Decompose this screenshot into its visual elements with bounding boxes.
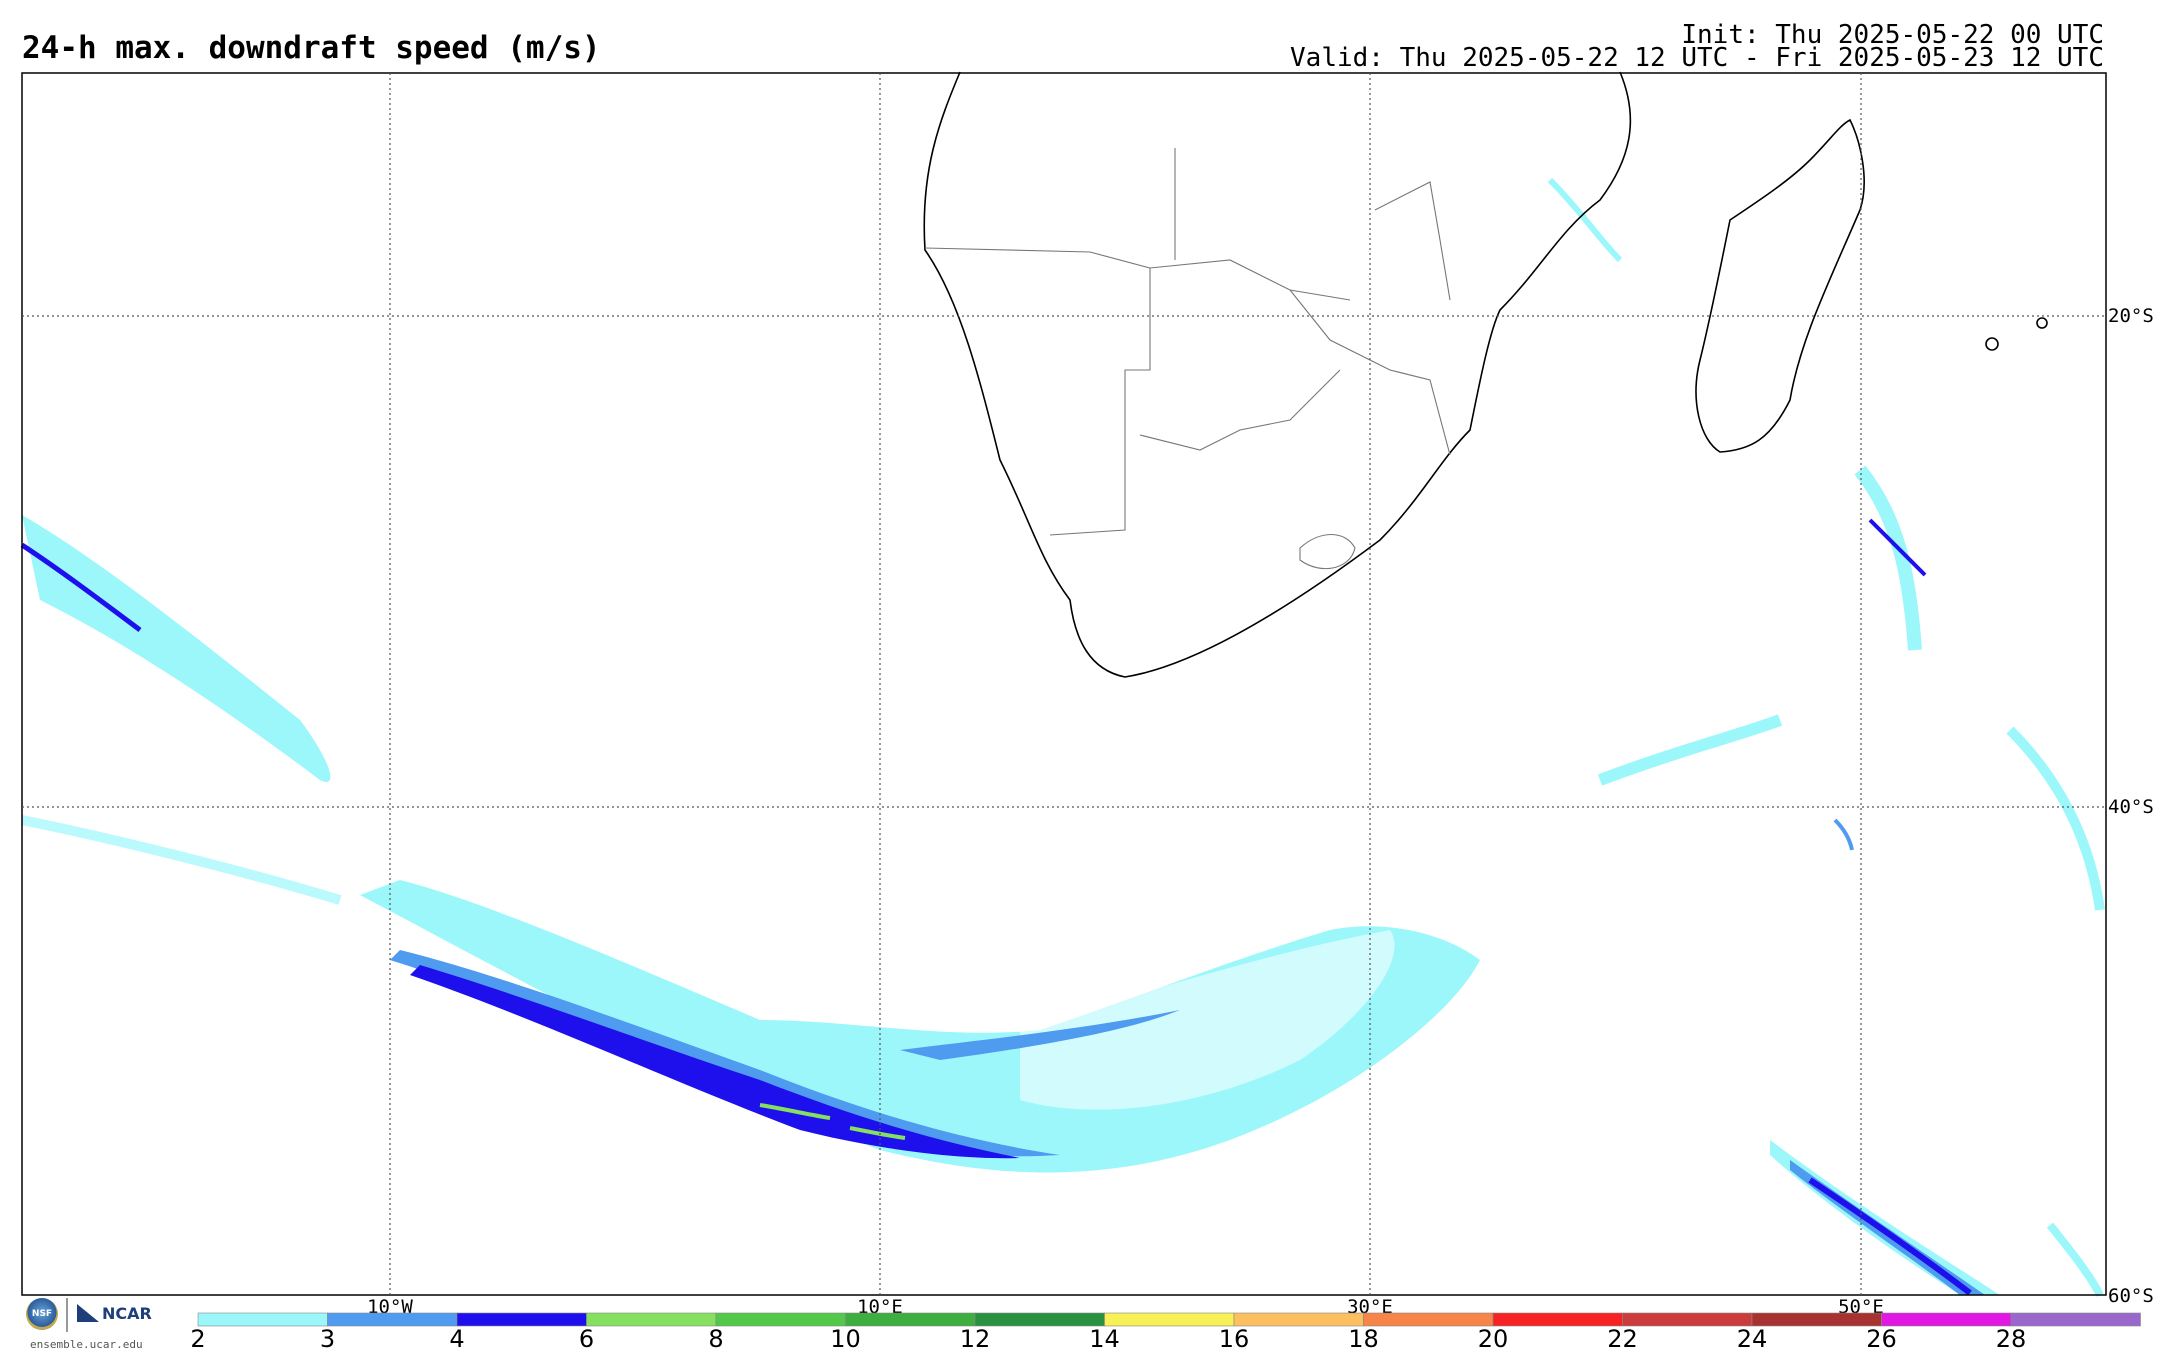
colorbar-label: 2 xyxy=(190,1325,205,1353)
colorbar-swatch xyxy=(197,1312,328,1327)
valid-time: Valid: Thu 2025-05-22 12 UTC - Fri 2025-… xyxy=(1290,43,2104,73)
site-url: ensemble.ucar.edu xyxy=(30,1338,143,1351)
lon-label-10w: 10°W xyxy=(367,1296,413,1318)
country-borders xyxy=(924,148,1451,569)
gridlines xyxy=(22,73,2106,1295)
colorbar-label: 4 xyxy=(449,1325,464,1353)
lon-label-50e: 50°E xyxy=(1838,1296,1884,1318)
colorbar-swatch xyxy=(1751,1312,1882,1327)
colorbar-swatch xyxy=(715,1312,846,1327)
colorbar-swatch xyxy=(586,1312,717,1327)
colorbar-swatch xyxy=(456,1312,587,1327)
colorbar-swatch xyxy=(327,1312,458,1327)
coastlines xyxy=(923,71,2048,678)
colorbar-label: 6 xyxy=(579,1325,594,1353)
colorbar-swatch xyxy=(1363,1312,1494,1327)
colorbar: 2 3 4 6 8 10 12 14 16 18 20 22 24 26 28 xyxy=(190,1312,2141,1353)
colorbar-swatch xyxy=(1881,1312,2012,1327)
colorbar-label: 16 xyxy=(1219,1325,1250,1353)
logo-block: NSF NCAR ensemble.ucar.edu xyxy=(22,1298,172,1354)
lat-label-20s: 20°S xyxy=(2108,305,2154,327)
colorbar-swatch xyxy=(845,1312,976,1327)
colorbar-label: 24 xyxy=(1737,1325,1768,1353)
colorbar-label: 18 xyxy=(1348,1325,1379,1353)
colorbar-label: 20 xyxy=(1478,1325,1509,1353)
map-title: 24-h max. downdraft speed (m/s) xyxy=(22,30,601,66)
nsf-logo: NSF xyxy=(26,1298,58,1330)
colorbar-swatch xyxy=(2010,1312,2141,1327)
colorbar-label: 26 xyxy=(1866,1325,1897,1353)
colorbar-label: 28 xyxy=(1996,1325,2027,1353)
downdraft-field xyxy=(20,177,2105,1297)
colorbar-label: 14 xyxy=(1089,1325,1120,1353)
lat-label-60s: 60°S xyxy=(2108,1285,2154,1307)
map-frame xyxy=(21,72,2107,1296)
colorbar-label: 8 xyxy=(708,1325,723,1353)
colorbar-swatch xyxy=(1492,1312,1623,1327)
colorbar-label: 3 xyxy=(320,1325,335,1353)
colorbar-swatch xyxy=(1233,1312,1364,1327)
colorbar-swatch xyxy=(1622,1312,1753,1327)
colorbar-label: 10 xyxy=(830,1325,861,1353)
ncar-logo-icon xyxy=(77,1304,99,1322)
colorbar-label: 22 xyxy=(1607,1325,1638,1353)
colorbar-swatch xyxy=(1104,1312,1235,1327)
colorbar-label: 12 xyxy=(960,1325,991,1353)
logo-divider xyxy=(66,1298,68,1332)
lon-label-30e: 30°E xyxy=(1347,1296,1393,1318)
colorbar-swatch xyxy=(974,1312,1105,1327)
ncar-logo: NCAR xyxy=(102,1304,152,1323)
init-time: Init: Thu 2025-05-22 00 UTC xyxy=(1681,20,2104,50)
lon-label-10e: 10°E xyxy=(857,1296,903,1318)
lat-label-40s: 40°S xyxy=(2108,796,2154,818)
